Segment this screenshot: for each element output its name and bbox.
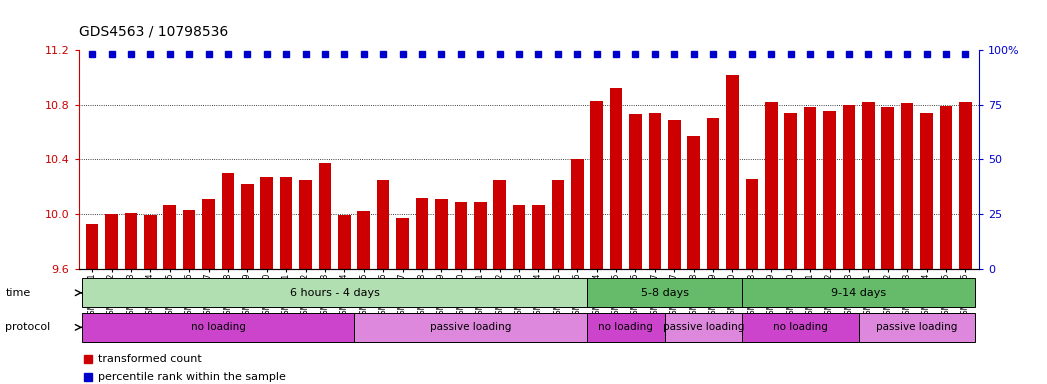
Bar <box>587 313 665 342</box>
Bar <box>859 313 975 342</box>
Bar <box>688 136 700 384</box>
Bar <box>609 88 622 384</box>
Text: 6 hours - 4 days: 6 hours - 4 days <box>290 288 380 298</box>
Bar <box>920 113 933 384</box>
Bar <box>183 210 196 384</box>
Bar <box>552 180 564 384</box>
Text: no loading: no loading <box>598 322 653 333</box>
Bar <box>900 103 913 384</box>
Bar <box>83 313 354 342</box>
Bar <box>318 164 331 384</box>
Bar <box>241 184 253 384</box>
Bar <box>261 177 273 384</box>
Text: percentile rank within the sample: percentile rank within the sample <box>98 372 286 382</box>
Text: protocol: protocol <box>5 322 50 333</box>
Bar <box>125 213 137 384</box>
Bar <box>742 278 975 308</box>
Text: time: time <box>5 288 30 298</box>
Bar <box>742 313 859 342</box>
Text: passive loading: passive loading <box>663 322 744 333</box>
Bar <box>338 215 351 384</box>
Bar <box>648 113 661 384</box>
Bar <box>86 223 98 384</box>
Bar <box>222 173 235 384</box>
Text: passive loading: passive loading <box>876 322 958 333</box>
Bar <box>784 113 797 384</box>
Bar <box>454 202 467 384</box>
Bar <box>474 202 487 384</box>
Bar <box>144 215 157 384</box>
Bar <box>707 118 719 384</box>
Text: 9-14 days: 9-14 days <box>831 288 886 298</box>
Bar <box>823 111 836 384</box>
Bar <box>571 159 583 384</box>
Bar <box>299 180 312 384</box>
Bar <box>765 102 778 384</box>
Bar <box>629 114 642 384</box>
Bar <box>377 180 389 384</box>
Text: no loading: no loading <box>773 322 828 333</box>
Bar <box>591 101 603 384</box>
Bar <box>882 108 894 384</box>
Bar <box>668 120 681 384</box>
Bar <box>397 218 409 384</box>
Bar <box>280 177 292 384</box>
Bar <box>804 108 817 384</box>
Bar <box>587 278 742 308</box>
Text: no loading: no loading <box>191 322 246 333</box>
Bar <box>532 205 544 384</box>
Bar <box>357 211 370 384</box>
Text: passive loading: passive loading <box>430 322 511 333</box>
Bar <box>493 180 506 384</box>
Bar <box>416 198 428 384</box>
Bar <box>843 104 855 384</box>
Text: transformed count: transformed count <box>98 354 202 364</box>
Bar <box>83 278 587 308</box>
Text: 5-8 days: 5-8 days <box>641 288 689 298</box>
Bar <box>939 106 953 384</box>
Bar <box>665 313 742 342</box>
Bar <box>436 199 448 384</box>
Bar <box>959 102 972 384</box>
Bar <box>105 214 118 384</box>
Bar <box>163 205 176 384</box>
Bar <box>727 74 739 384</box>
Bar <box>354 313 587 342</box>
Bar <box>862 102 874 384</box>
Bar <box>513 205 526 384</box>
Bar <box>202 199 215 384</box>
Text: GDS4563 / 10798536: GDS4563 / 10798536 <box>79 25 228 38</box>
Bar <box>745 179 758 384</box>
